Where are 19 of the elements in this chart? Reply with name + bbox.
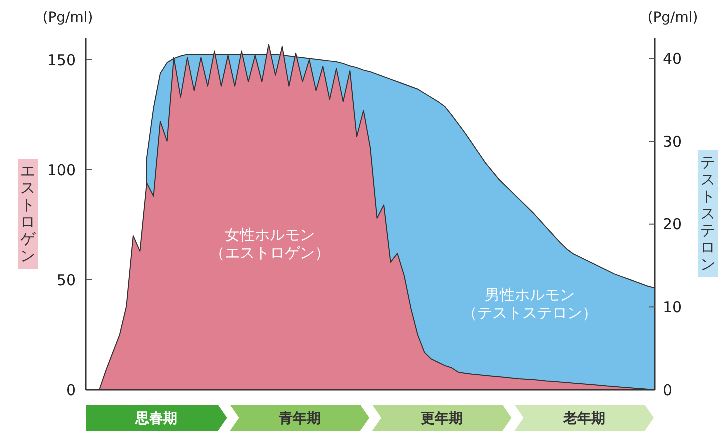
- series-label: 男性ホルモン（テストステロン）: [462, 286, 598, 322]
- y-tick-label: 50: [56, 271, 76, 290]
- text: 更年期: [421, 411, 464, 428]
- y-axis-title: エストロゲン: [20, 162, 36, 265]
- y2-tick-label: 20: [663, 216, 682, 234]
- text: 老年期: [562, 411, 606, 428]
- y2-tick-label: 0: [663, 381, 673, 400]
- y2-tick-label: 10: [663, 298, 682, 316]
- text: (Pg/ml): [42, 10, 94, 26]
- text: (Pg/ml): [648, 10, 698, 26]
- y2-axis-title: テストステロン: [700, 154, 716, 274]
- series-label: 女性ホルモン（エストロゲン）: [210, 226, 330, 262]
- y-tick-label: 150: [47, 51, 76, 70]
- text: 思春期: [134, 411, 178, 428]
- y-tick-label: 0: [66, 381, 76, 400]
- text: 青年期: [278, 411, 321, 428]
- y2-tick-label: 30: [663, 132, 682, 151]
- y-tick-label: 100: [47, 161, 76, 180]
- y2-tick-label: 40: [663, 50, 682, 68]
